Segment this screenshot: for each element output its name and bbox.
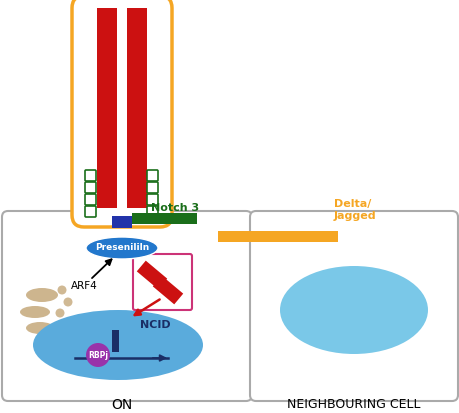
Ellipse shape xyxy=(26,288,58,302)
Text: ARF4: ARF4 xyxy=(71,281,97,291)
Ellipse shape xyxy=(26,322,54,334)
Text: RBPj: RBPj xyxy=(88,351,108,359)
Text: ON: ON xyxy=(112,398,133,412)
Circle shape xyxy=(57,285,67,294)
Circle shape xyxy=(56,309,65,318)
Bar xyxy=(112,330,119,352)
FancyBboxPatch shape xyxy=(250,211,458,401)
Bar xyxy=(127,8,147,208)
Text: Notch 3: Notch 3 xyxy=(151,203,199,213)
Bar xyxy=(218,231,338,242)
Ellipse shape xyxy=(86,237,158,259)
Text: Delta/
Jagged: Delta/ Jagged xyxy=(334,199,376,221)
Bar xyxy=(153,275,183,304)
Text: NCID: NCID xyxy=(140,320,170,330)
Ellipse shape xyxy=(20,306,50,318)
FancyBboxPatch shape xyxy=(72,0,172,227)
Text: Presenililn: Presenililn xyxy=(95,244,149,252)
Ellipse shape xyxy=(280,266,428,354)
FancyBboxPatch shape xyxy=(2,211,252,401)
Circle shape xyxy=(63,297,73,306)
Text: NEIGHBOURING CELL: NEIGHBOURING CELL xyxy=(287,399,421,411)
Ellipse shape xyxy=(33,310,203,380)
Bar xyxy=(112,216,132,228)
Bar xyxy=(137,261,167,290)
Circle shape xyxy=(86,343,110,367)
Bar xyxy=(97,8,117,208)
Bar xyxy=(132,213,197,224)
